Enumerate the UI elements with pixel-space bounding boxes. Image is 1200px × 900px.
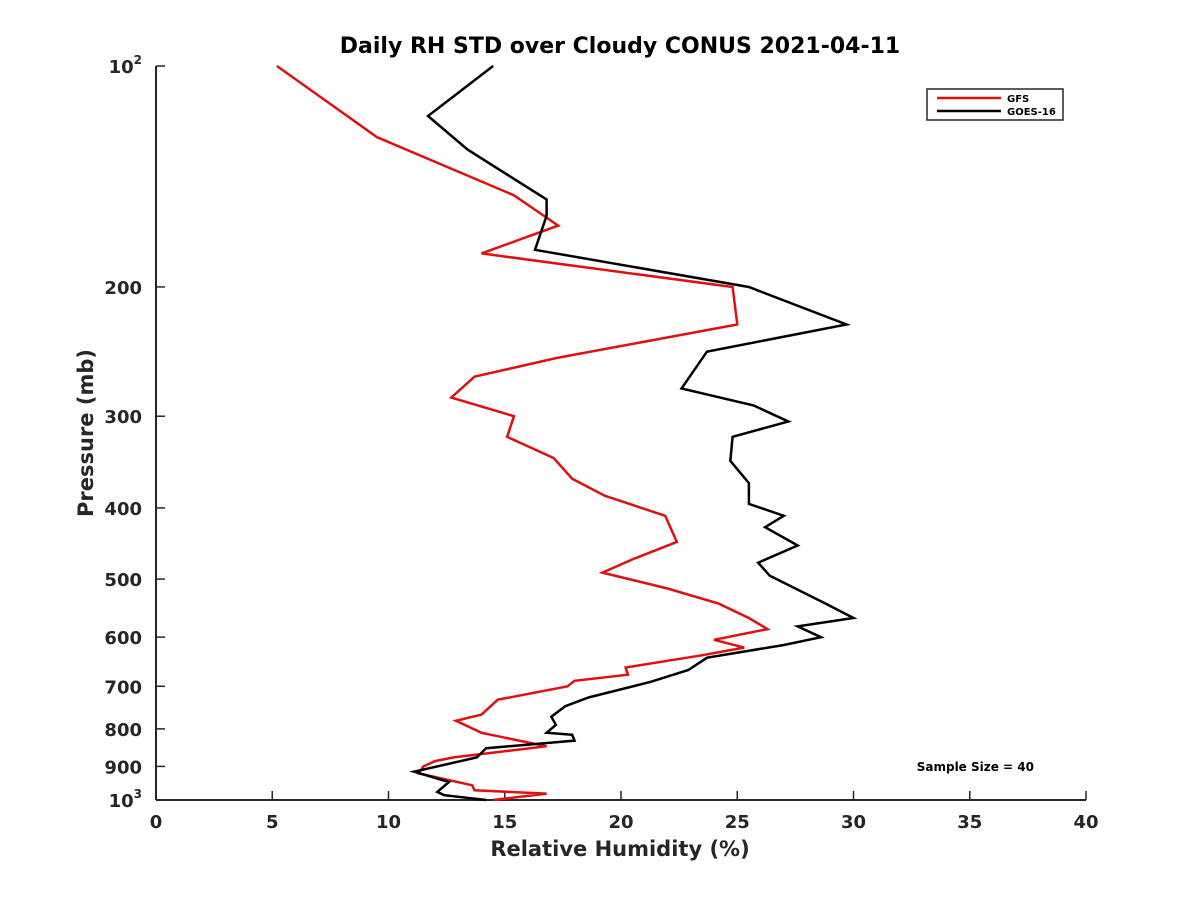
x-tick-label: 0 xyxy=(150,812,163,833)
y-tick-label: 103 xyxy=(109,787,142,812)
legend-label: GFS xyxy=(1007,94,1029,105)
x-tick-label: 35 xyxy=(957,812,982,833)
legend-box xyxy=(926,88,1064,121)
y-axis-label: Pressure (mb) xyxy=(74,349,98,517)
y-tick-label: 200 xyxy=(104,278,142,299)
y-tick-label: 500 xyxy=(104,570,142,591)
x-tick-label: 20 xyxy=(608,812,633,833)
x-tick-label: 15 xyxy=(492,812,517,833)
y-tick-label: 102 xyxy=(109,53,142,78)
x-tick-label: 40 xyxy=(1073,812,1098,833)
legend-label: GOES-16 xyxy=(1007,107,1056,118)
y-tick-label: 300 xyxy=(104,407,142,428)
y-tick-label: 400 xyxy=(104,499,142,520)
series-layer xyxy=(276,64,858,802)
series-line-gfs xyxy=(276,64,771,802)
sample-size-annotation: Sample Size = 40 xyxy=(917,760,1034,774)
y-tick-label: 900 xyxy=(104,757,142,778)
chart-title: Daily RH STD over Cloudy CONUS 2021-04-1… xyxy=(340,34,900,59)
y-tick-label: 600 xyxy=(104,628,142,649)
legend: GFS GOES-16 xyxy=(926,88,1064,121)
x-tick-label: 25 xyxy=(725,812,750,833)
y-tick-label: 800 xyxy=(104,720,142,741)
axes: 0 5 10 15 20 25 30 35 40 102 200 300 400 500 600 700 800… xyxy=(104,53,1098,833)
x-tick-label: 10 xyxy=(376,812,401,833)
x-axis-label: Relative Humidity (%) xyxy=(490,837,749,861)
series-line-goes-16 xyxy=(409,65,858,802)
y-tick-label: 700 xyxy=(104,677,142,698)
x-tick-label: 30 xyxy=(841,812,866,833)
x-tick-label: 5 xyxy=(266,812,279,833)
